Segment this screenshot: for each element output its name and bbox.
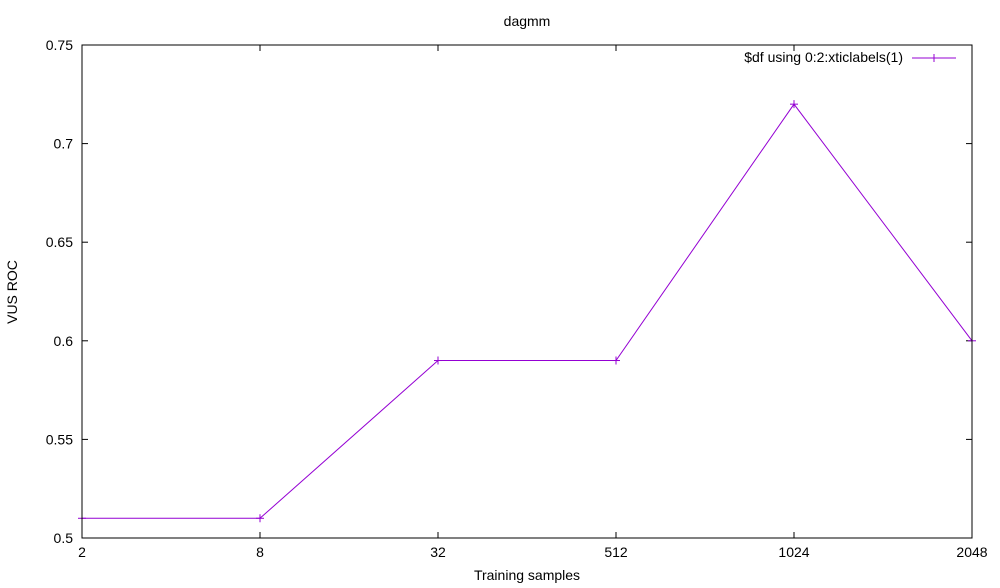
y-axis-label: VUS ROC (4, 260, 20, 324)
x-tick-label: 1024 (778, 544, 809, 560)
series-layer (78, 100, 976, 523)
plot-border (81, 44, 973, 539)
tick-marks (81, 44, 973, 539)
y-tick-labels: 0.5 0.55 0.6 0.65 0.7 0.75 (46, 37, 73, 546)
y-tick-label: 0.55 (46, 431, 73, 447)
chart-title: dagmm (504, 13, 551, 29)
x-axis-label: Training samples (474, 567, 580, 583)
x-tick-label: 8 (256, 544, 264, 560)
x-tick-label: 2 (78, 544, 86, 560)
data-point-marker (256, 514, 264, 523)
y-tick-label: 0.5 (54, 530, 74, 546)
x-tick-label: 512 (604, 544, 628, 560)
y-tick-label: 0.65 (46, 234, 73, 250)
data-point-marker (612, 356, 620, 365)
x-tick-label: 2048 (956, 544, 987, 560)
legend-marker (930, 54, 938, 62)
y-tick-label: 0.6 (54, 333, 74, 349)
legend: $df using 0:2:xticlabels(1) (744, 49, 956, 65)
y-tick-label: 0.7 (54, 136, 74, 152)
legend-label: $df using 0:2:xticlabels(1) (744, 49, 903, 65)
y-tick-label: 0.75 (46, 37, 73, 53)
data-point-marker (434, 356, 442, 365)
series-line (82, 103, 973, 519)
data-point-marker (790, 100, 798, 109)
x-tick-label: 32 (430, 544, 446, 560)
x-tick-labels: 2 8 32 512 1024 2048 (78, 544, 988, 560)
